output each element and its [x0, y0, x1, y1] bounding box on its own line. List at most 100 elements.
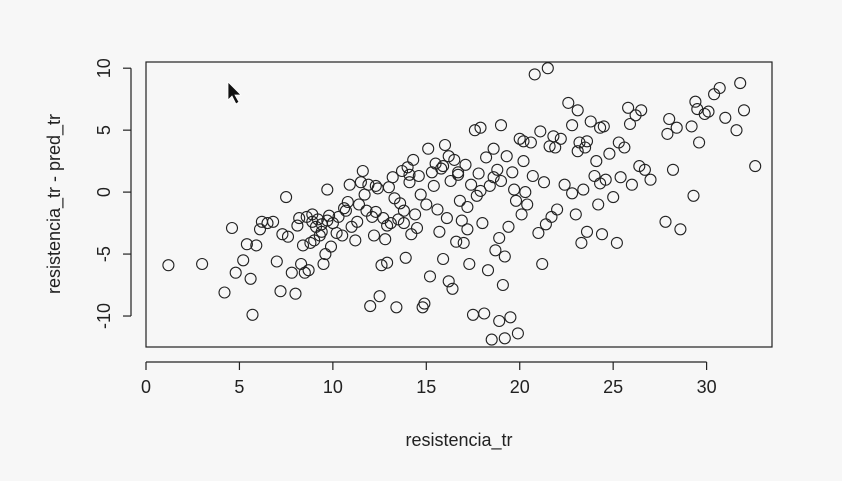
data-point: [638, 163, 651, 176]
data-point: [584, 115, 597, 128]
data-point: [545, 210, 558, 223]
data-point: [461, 200, 474, 214]
data-point: [330, 226, 343, 240]
data-point: [730, 124, 743, 137]
data-point: [498, 250, 511, 263]
data-point: [343, 178, 356, 191]
data-point: [332, 210, 345, 223]
data-point: [289, 287, 302, 300]
data-point: [381, 219, 394, 232]
data-point: [474, 184, 487, 197]
data-point: [373, 290, 386, 303]
data-point: [304, 236, 317, 249]
data-point: [489, 244, 502, 257]
data-point: [403, 168, 416, 181]
data-point: [302, 264, 315, 277]
data-point: [315, 225, 328, 238]
data-point: [541, 62, 554, 75]
data-point: [354, 176, 367, 189]
x-tick-label: 25: [603, 377, 623, 397]
data-point: [369, 205, 382, 218]
data-point: [461, 223, 474, 236]
data-point: [414, 188, 427, 201]
y-tick-label: 10: [94, 58, 114, 78]
data-point: [237, 254, 250, 267]
data-point: [498, 332, 511, 345]
data-point: [670, 121, 683, 134]
data-point: [463, 257, 476, 271]
data-point: [324, 240, 338, 253]
data-point: [196, 257, 209, 271]
x-tick-label: 10: [323, 377, 343, 397]
data-point: [386, 171, 399, 184]
data-point: [494, 119, 508, 132]
data-point: [562, 96, 575, 109]
data-point: [698, 107, 711, 121]
data-point: [444, 174, 457, 188]
y-axis-title: resistencia_tr - pred_tr: [44, 114, 65, 294]
data-point: [534, 125, 547, 138]
data-point: [293, 212, 306, 225]
data-point: [390, 301, 403, 314]
data-point: [610, 236, 623, 249]
data-point: [623, 117, 637, 131]
data-point: [481, 264, 495, 277]
data-point: [403, 176, 416, 189]
data-point: [749, 160, 762, 173]
data-point: [494, 174, 508, 188]
data-point: [397, 204, 410, 217]
data-point: [513, 132, 526, 145]
data-point: [276, 228, 289, 241]
data-point: [352, 198, 366, 211]
data-point: [566, 119, 579, 132]
data-point: [599, 173, 612, 186]
y-tick-label: 5: [94, 125, 114, 135]
data-point: [358, 188, 371, 201]
data-point: [306, 208, 319, 221]
data-point: [547, 130, 560, 143]
data-point: [502, 220, 515, 233]
data-point: [466, 308, 480, 321]
data-point: [437, 252, 450, 266]
data-point: [500, 150, 513, 163]
data-point: [356, 164, 369, 178]
data-point: [558, 178, 571, 191]
data-point: [369, 179, 382, 192]
data-point: [270, 255, 283, 268]
data-point: [511, 327, 524, 340]
data-point: [291, 219, 304, 232]
data-point: [571, 145, 584, 158]
data-point: [734, 77, 747, 90]
data-point: [427, 179, 440, 192]
data-point: [719, 111, 732, 124]
data-point: [298, 266, 311, 279]
data-point: [438, 138, 452, 152]
data-point: [362, 178, 375, 191]
data-point: [225, 221, 239, 235]
data-point: [590, 155, 603, 168]
data-point: [508, 183, 521, 196]
data-point: [536, 257, 549, 271]
data-point: [452, 168, 465, 181]
data-point: [532, 226, 545, 240]
data-point: [618, 141, 631, 154]
x-axis-title: resistencia_tr: [405, 430, 512, 451]
data-point: [687, 189, 700, 202]
data-point: [659, 215, 672, 228]
y-tick-label: 0: [94, 187, 114, 197]
data-point: [517, 155, 530, 168]
data-point: [485, 333, 498, 346]
data-point: [246, 308, 259, 321]
data-point: [487, 142, 500, 155]
data-point: [569, 208, 582, 221]
data-point: [423, 270, 437, 283]
data-point: [580, 225, 594, 238]
data-point: [594, 121, 607, 134]
data-point: [285, 266, 298, 279]
data-point: [338, 202, 351, 215]
data-point: [592, 198, 605, 211]
data-point: [478, 307, 491, 320]
data-point: [218, 286, 231, 299]
data-point: [537, 176, 551, 189]
data-point: [435, 162, 448, 175]
